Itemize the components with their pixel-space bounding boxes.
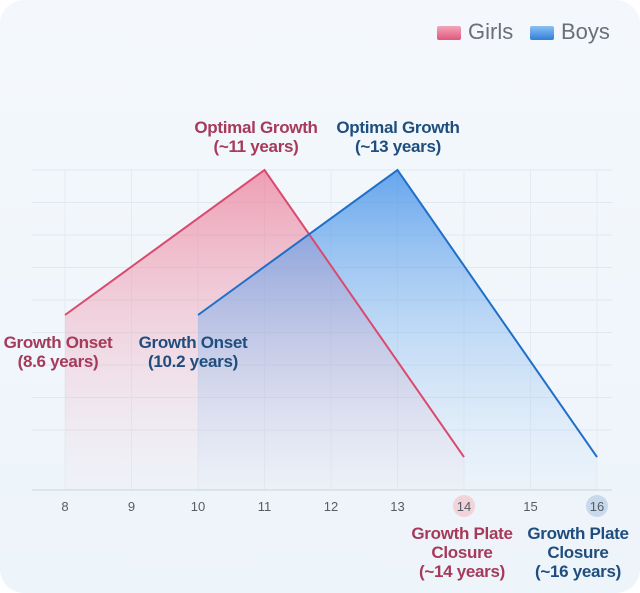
annotations: Growth Onset (8.6 years)Optimal Growth (~1… xyxy=(4,118,629,581)
x-tick-label: 16 xyxy=(590,499,604,514)
annotation-line: Optimal Growth xyxy=(336,118,459,137)
x-tick-label: 14 xyxy=(457,499,471,514)
annotation-line: (10.2 years) xyxy=(148,352,238,371)
annotation-girls: Optimal Growth (~11 years) xyxy=(194,118,317,156)
x-tick-label: 9 xyxy=(128,499,135,514)
x-tick-label: 15 xyxy=(523,499,537,514)
annotation-line: (~11 years) xyxy=(213,137,298,156)
x-tick-label: 12 xyxy=(324,499,338,514)
annotation-line: (~16 years) xyxy=(535,562,621,581)
tick-highlight xyxy=(586,495,608,517)
series-areas xyxy=(65,170,597,490)
annotation-girls: Growth Plate Closure (~14 years) xyxy=(411,524,512,581)
annotation-line: Growth Plate xyxy=(411,524,512,543)
annotation-line: Growth Onset xyxy=(4,333,113,352)
legend-swatch-boys xyxy=(530,26,554,40)
legend-label-boys: Boys xyxy=(561,19,610,44)
annotation-boys: Growth Onset (10.2 years) xyxy=(139,333,248,371)
x-tick-label: 8 xyxy=(61,499,68,514)
annotation-line: (~14 years) xyxy=(419,562,505,581)
area-boys xyxy=(198,170,597,490)
annotation-boys: Optimal Growth (~13 years) xyxy=(336,118,459,156)
annotation-boys: Growth Plate Closure (~16 years) xyxy=(527,524,628,581)
annotation-line: Growth Onset xyxy=(139,333,248,352)
annotation-line: Growth Plate xyxy=(527,524,628,543)
x-axis-ticks: 8 9 10 11 12 13 14 15 16 xyxy=(61,495,608,517)
annotation-line: (~13 years) xyxy=(355,137,441,156)
annotation-line: Closure xyxy=(547,543,608,562)
annotation-line: Optimal Growth xyxy=(194,118,317,137)
x-tick-label: 11 xyxy=(258,499,272,514)
x-tick-label: 10 xyxy=(191,499,205,514)
legend-label-girls: Girls xyxy=(468,19,513,44)
legend-swatch-girls xyxy=(437,26,461,40)
legend: Girls Boys xyxy=(437,19,610,44)
x-tick-label: 13 xyxy=(390,499,404,514)
tick-highlight xyxy=(453,495,475,517)
annotation-girls: Growth Onset (8.6 years) xyxy=(4,333,113,371)
annotation-line: Closure xyxy=(431,543,492,562)
annotation-line: (8.6 years) xyxy=(18,352,99,371)
series-lines xyxy=(64,168,598,458)
